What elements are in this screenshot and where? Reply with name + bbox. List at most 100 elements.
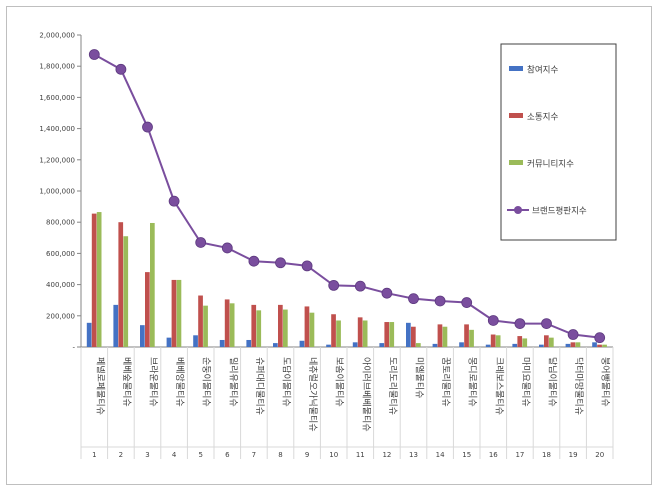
category-label-13: 미엘물티슈 [414, 357, 425, 398]
bar-3-8 [283, 309, 288, 347]
bar-2-6 [224, 299, 230, 347]
line-point-2 [115, 63, 127, 75]
category-label-4: 베베앙물티슈 [174, 357, 186, 407]
rank-label-12: 12 [382, 451, 391, 459]
rank-label-19: 19 [569, 451, 578, 459]
bar-1-20 [592, 342, 597, 347]
line-point-9 [301, 260, 313, 272]
y-tick-label: 1,600,000 [39, 94, 75, 102]
rank-label-18: 18 [542, 451, 551, 459]
bar-3-18 [549, 337, 554, 347]
category-label-10: 보솜이물티슈 [334, 357, 345, 407]
legend-marker [514, 206, 522, 214]
chart-frame: - 200,000 400,000 600,000 800,000 1,000,000 1,… [6, 6, 652, 485]
category-label-18: 달님이물티슈 [547, 357, 559, 407]
bar-2-20 [597, 344, 602, 347]
bar-2-12 [384, 322, 390, 347]
bar-2-14 [437, 324, 443, 347]
y-tick-label: 2,000,000 [39, 32, 75, 40]
category-label-11: 아이러브베베물티슈 [360, 357, 371, 432]
y-tick-label: 1,200,000 [39, 156, 75, 164]
category-label-6: 밀리유물티슈 [227, 357, 239, 407]
legend-swatch-1 [509, 66, 523, 71]
rank-label-4: 4 [172, 451, 177, 459]
line-point-8 [275, 257, 286, 269]
category-label-7: 슈퍼대디물티슈 [254, 357, 265, 415]
bar-2-5 [198, 295, 203, 347]
bar-1-2 [113, 304, 119, 347]
bar-1-11 [352, 342, 358, 347]
bar-3-3 [150, 222, 155, 347]
y-tick-label: 600,000 [46, 250, 75, 258]
bar-3-17 [522, 338, 528, 347]
y-tick-label: 800,000 [46, 219, 75, 227]
rank-label-20: 20 [595, 451, 604, 459]
bar-3-20 [602, 344, 607, 347]
y-tick-label: 1,800,000 [39, 63, 75, 71]
bar-1-10 [326, 344, 331, 347]
legend-label-4: 브랜드평판지수 [532, 206, 587, 217]
bar-2-18 [544, 335, 549, 347]
line-point-11 [354, 280, 366, 292]
line-point-13 [408, 293, 419, 305]
bar-3-6 [229, 303, 235, 347]
rank-label-1: 1 [92, 451, 96, 459]
y-tick-label: 200,000 [46, 312, 75, 320]
line-point-3 [142, 121, 153, 133]
bar-2-11 [357, 317, 363, 347]
line-point-1 [88, 49, 100, 60]
bar-3-5 [203, 305, 208, 347]
y-tick-label: 400,000 [46, 281, 75, 289]
line-point-5 [195, 237, 207, 248]
bar-2-4 [171, 279, 177, 347]
bar-3-7 [256, 310, 262, 347]
bar-1-18 [539, 344, 544, 347]
bar-3-10 [336, 320, 341, 347]
line-point-14 [434, 295, 446, 307]
line-point-4 [168, 195, 180, 207]
bar-1-17 [512, 343, 518, 347]
brand-reputation-chart: - 200,000 400,000 600,000 800,000 1,000,000 1,… [39, 32, 617, 459]
rank-label-5: 5 [198, 451, 202, 459]
line-point-7 [248, 255, 260, 267]
bar-1-8 [273, 343, 278, 347]
line-point-6 [221, 242, 233, 254]
legend-label-3: 커뮤니티지수 [527, 159, 574, 170]
bar-1-12 [379, 343, 385, 347]
line-point-16 [487, 315, 499, 326]
category-label-19: 닥터마망물티슈 [573, 357, 584, 415]
rank-label-6: 6 [225, 451, 230, 459]
bar-1-4 [166, 337, 172, 347]
rank-label-10: 10 [329, 451, 338, 459]
line-point-10 [328, 279, 340, 291]
y-tick-label: 1,400,000 [39, 125, 75, 133]
bar-2-15 [464, 324, 469, 347]
line-point-15 [461, 297, 473, 308]
bar-1-15 [459, 342, 464, 347]
bar-1-19 [565, 343, 571, 347]
bar-1-13 [406, 322, 411, 347]
category-label-15: 몽디로물티슈 [467, 357, 478, 407]
line-point-19 [567, 329, 579, 340]
bar-2-17 [517, 336, 523, 347]
rank-label-11: 11 [356, 451, 365, 459]
legend-label-1: 참여지수 [527, 65, 558, 76]
bar-1-14 [432, 343, 438, 347]
bar-2-8 [278, 304, 283, 347]
rank-label-2: 2 [119, 451, 123, 459]
rank-label-9: 9 [305, 451, 309, 459]
bar-2-7 [251, 304, 257, 347]
legend-label-2: 소통지수 [527, 113, 558, 123]
bar-3-9 [309, 312, 315, 347]
bar-3-13 [416, 343, 421, 347]
bar-1-3 [140, 325, 145, 347]
bar-3-12 [389, 322, 395, 347]
bar-3-16 [495, 335, 501, 347]
bar-3-4 [176, 279, 182, 347]
bar-2-1 [91, 213, 97, 347]
legend-swatch-3 [509, 160, 523, 165]
category-label-14: 꿈토리물티슈 [440, 357, 451, 407]
bar-2-9 [304, 306, 310, 347]
category-label-12: 도리도리물티슈 [387, 357, 398, 415]
